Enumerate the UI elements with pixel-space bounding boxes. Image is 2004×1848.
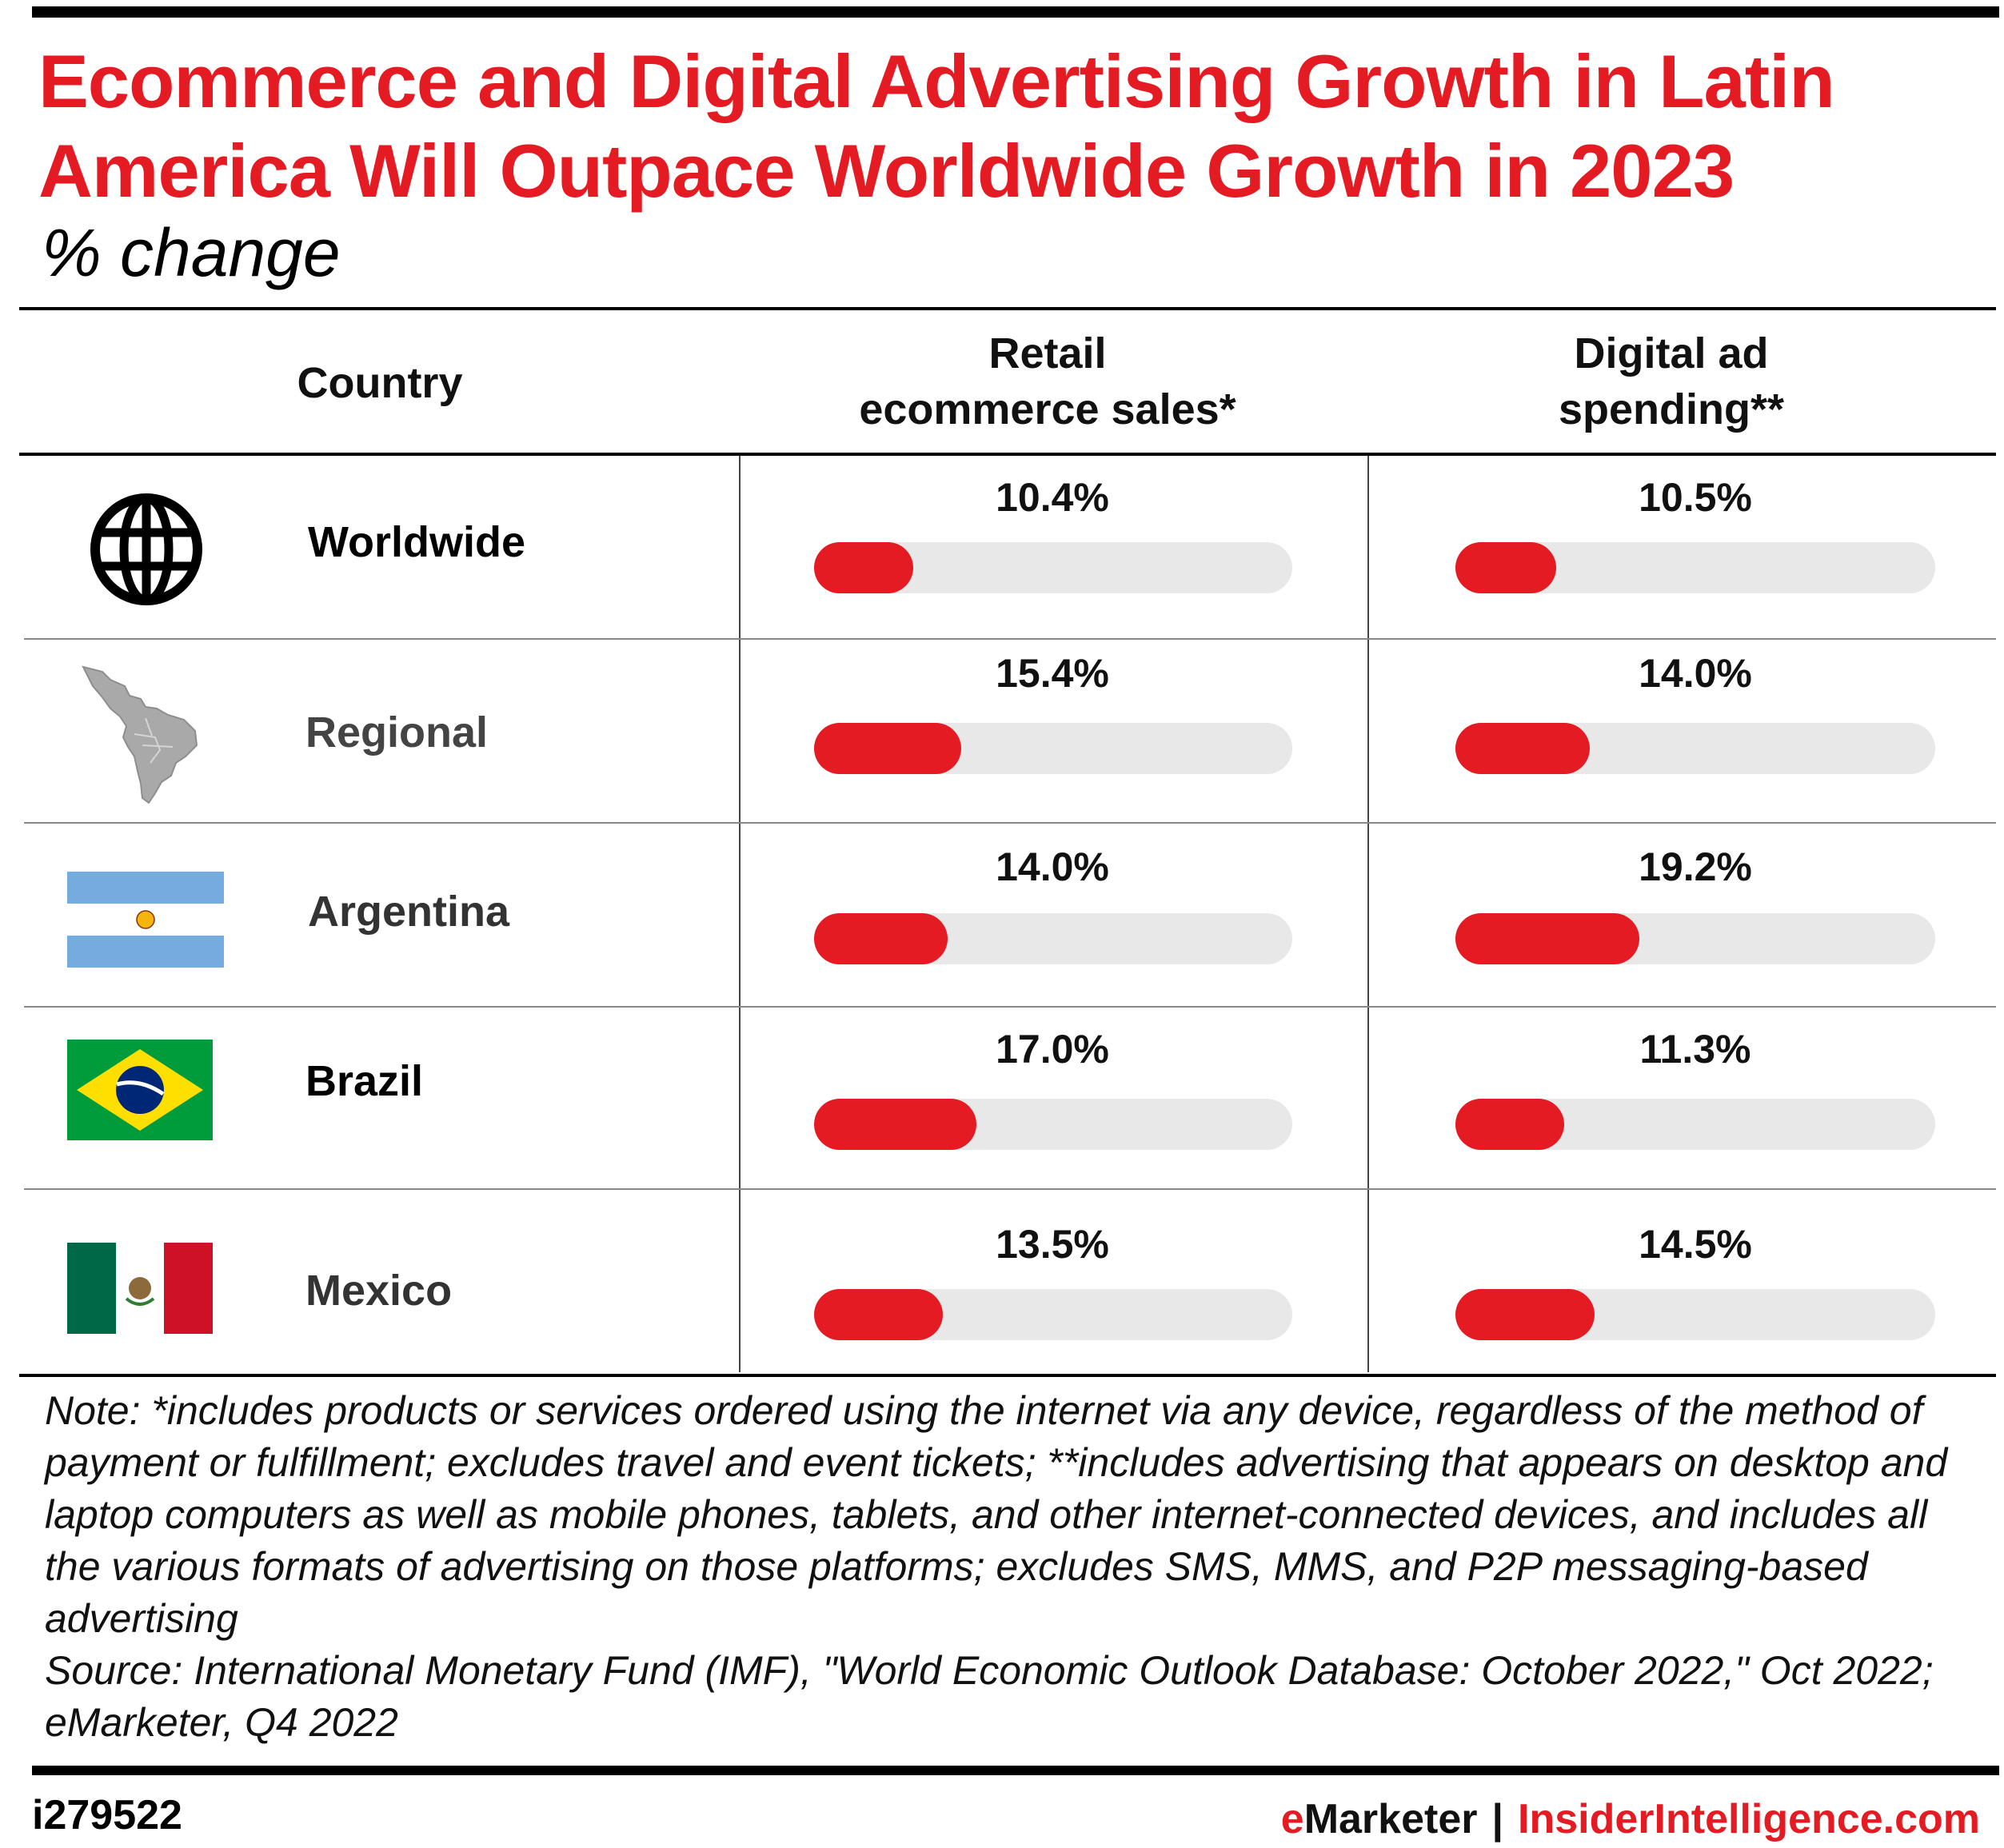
chart-title: Ecommerce and Digital Advertising Growth… <box>38 39 1835 213</box>
bar <box>1455 1099 1564 1150</box>
chart-id: i279522 <box>32 1792 182 1838</box>
bar <box>1455 542 1556 593</box>
bar <box>1455 913 1639 964</box>
argentina-flag-icon <box>67 872 224 968</box>
bar <box>814 1099 976 1150</box>
bar <box>814 723 961 774</box>
data-label: 15.4% <box>996 651 1109 696</box>
column-divider-1 <box>739 456 741 1372</box>
brand-site-link[interactable]: InsiderIntelligence.com <box>1518 1796 1980 1842</box>
row-divider <box>24 638 1996 640</box>
header-bottom-rule <box>19 453 1996 456</box>
column-divider-2 <box>1367 456 1369 1372</box>
country-name-regional: Regional <box>305 708 489 756</box>
top-rule <box>32 6 1999 18</box>
brand-e: e <box>1280 1796 1304 1842</box>
source-text: Source: International Monetary Fund (IMF… <box>45 1648 1934 1745</box>
country-name-argentina: Argentina <box>308 888 510 936</box>
bar <box>814 542 913 593</box>
row-divider <box>24 1006 1996 1008</box>
row-divider <box>24 822 1996 824</box>
header-country: Country <box>297 359 463 407</box>
bar <box>1455 723 1590 774</box>
mexico-flag-icon <box>67 1243 213 1334</box>
footer-rule <box>32 1766 1999 1775</box>
header-retail: Retail ecommerce sales* <box>859 329 1236 433</box>
data-label: 14.0% <box>996 844 1109 889</box>
data-label: 14.0% <box>1639 651 1752 696</box>
brand-marketer: Marketer <box>1303 1796 1478 1842</box>
data-label: 10.5% <box>1639 475 1752 520</box>
bar <box>1455 1289 1595 1340</box>
data-label: 19.2% <box>1639 844 1752 889</box>
data-label: 17.0% <box>996 1027 1109 1072</box>
country-name-worldwide: Worldwide <box>308 518 526 566</box>
globe-icon <box>90 493 202 605</box>
data-label: 13.5% <box>996 1222 1109 1267</box>
country-name-mexico: Mexico <box>305 1267 453 1315</box>
chart-subtitle: % change <box>42 215 341 290</box>
data-label: 11.3% <box>1639 1027 1751 1072</box>
brazil-flag-icon <box>67 1040 213 1140</box>
latin-america-map-icon <box>82 665 198 804</box>
row-divider <box>24 1188 1996 1190</box>
header-top-rule <box>19 307 1996 310</box>
data-label: 10.4% <box>996 475 1109 520</box>
note-text: Note: *includes products or services ord… <box>45 1388 1948 1641</box>
bar <box>814 1289 943 1340</box>
bar <box>814 913 948 964</box>
table-bottom-rule <box>19 1374 1996 1377</box>
brand-logo: eMarketer | InsiderIntelligence.com <box>1281 1795 1980 1843</box>
brand-separator: | <box>1491 1796 1504 1842</box>
notes-block: Note: *includes products or services ord… <box>45 1385 1980 1749</box>
country-name-brazil: Brazil <box>305 1057 424 1105</box>
data-label: 14.5% <box>1639 1222 1752 1267</box>
header-digital: Digital ad spending** <box>1558 329 1785 433</box>
